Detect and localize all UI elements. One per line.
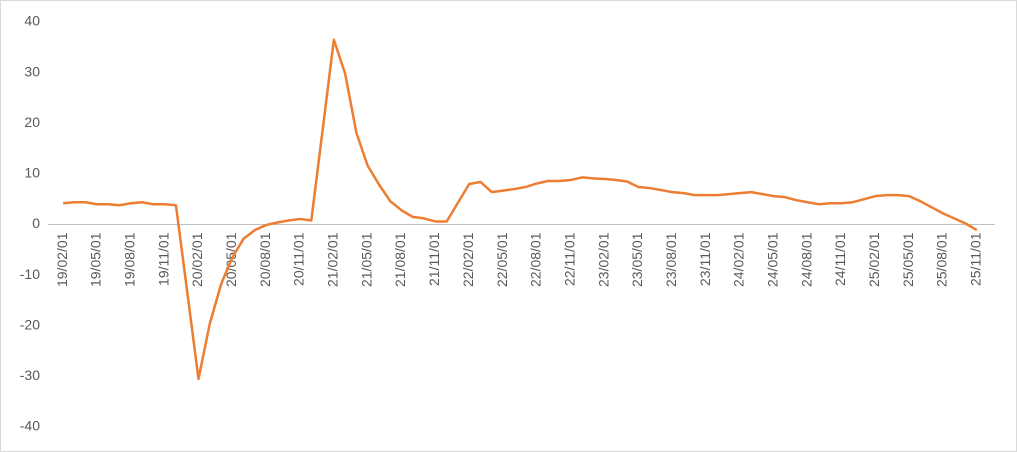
y-tick-label: 20 (24, 114, 40, 130)
x-tick-label: 20/08/01 (257, 232, 273, 287)
y-tick-label: 30 (24, 63, 40, 79)
x-tick-label: 22/02/01 (460, 232, 476, 287)
y-tick-label: -40 (20, 418, 40, 434)
x-tick-label: 21/08/01 (392, 232, 408, 287)
y-tick-label: 40 (24, 13, 40, 29)
x-tick-label: 25/02/01 (866, 232, 882, 287)
x-tick-label: 24/08/01 (798, 232, 814, 287)
x-tick-label: 22/05/01 (494, 232, 510, 287)
x-tick-label: 21/02/01 (325, 232, 341, 287)
x-tick-label: 19/11/01 (155, 232, 171, 286)
x-tick-label: 24/11/01 (832, 232, 848, 286)
x-tick-label: 25/08/01 (934, 232, 950, 287)
y-tick-label: 0 (32, 215, 40, 231)
x-tick-label: 20/02/01 (189, 232, 205, 287)
x-tick-label: 23/11/01 (697, 232, 713, 286)
x-tick-label: 21/05/01 (358, 232, 374, 287)
y-tick-label: 10 (24, 165, 40, 181)
line-series (63, 38, 978, 381)
x-tick-label: 22/08/01 (528, 232, 544, 287)
x-tick-label: 23/02/01 (595, 232, 611, 287)
x-tick-label: 19/05/01 (88, 232, 104, 287)
x-tick-label: 25/11/01 (968, 232, 984, 286)
y-tick-label: -30 (20, 367, 40, 383)
y-tick-label: -10 (20, 266, 40, 282)
x-tick-label: 24/05/01 (764, 232, 780, 287)
x-tick-label: 21/11/01 (426, 232, 442, 286)
x-tick-label: 19/08/01 (122, 232, 138, 287)
y-tick-label: -20 (20, 316, 40, 332)
x-tick-label: 23/05/01 (629, 232, 645, 287)
x-tick-label: 23/08/01 (663, 232, 679, 287)
x-tick-label: 20/11/01 (291, 232, 307, 286)
x-tick-label: 24/02/01 (731, 232, 747, 287)
x-tick-label: 25/05/01 (900, 232, 916, 287)
x-tick-label: 19/02/01 (54, 232, 70, 287)
x-tick-label: 22/11/01 (561, 232, 577, 286)
